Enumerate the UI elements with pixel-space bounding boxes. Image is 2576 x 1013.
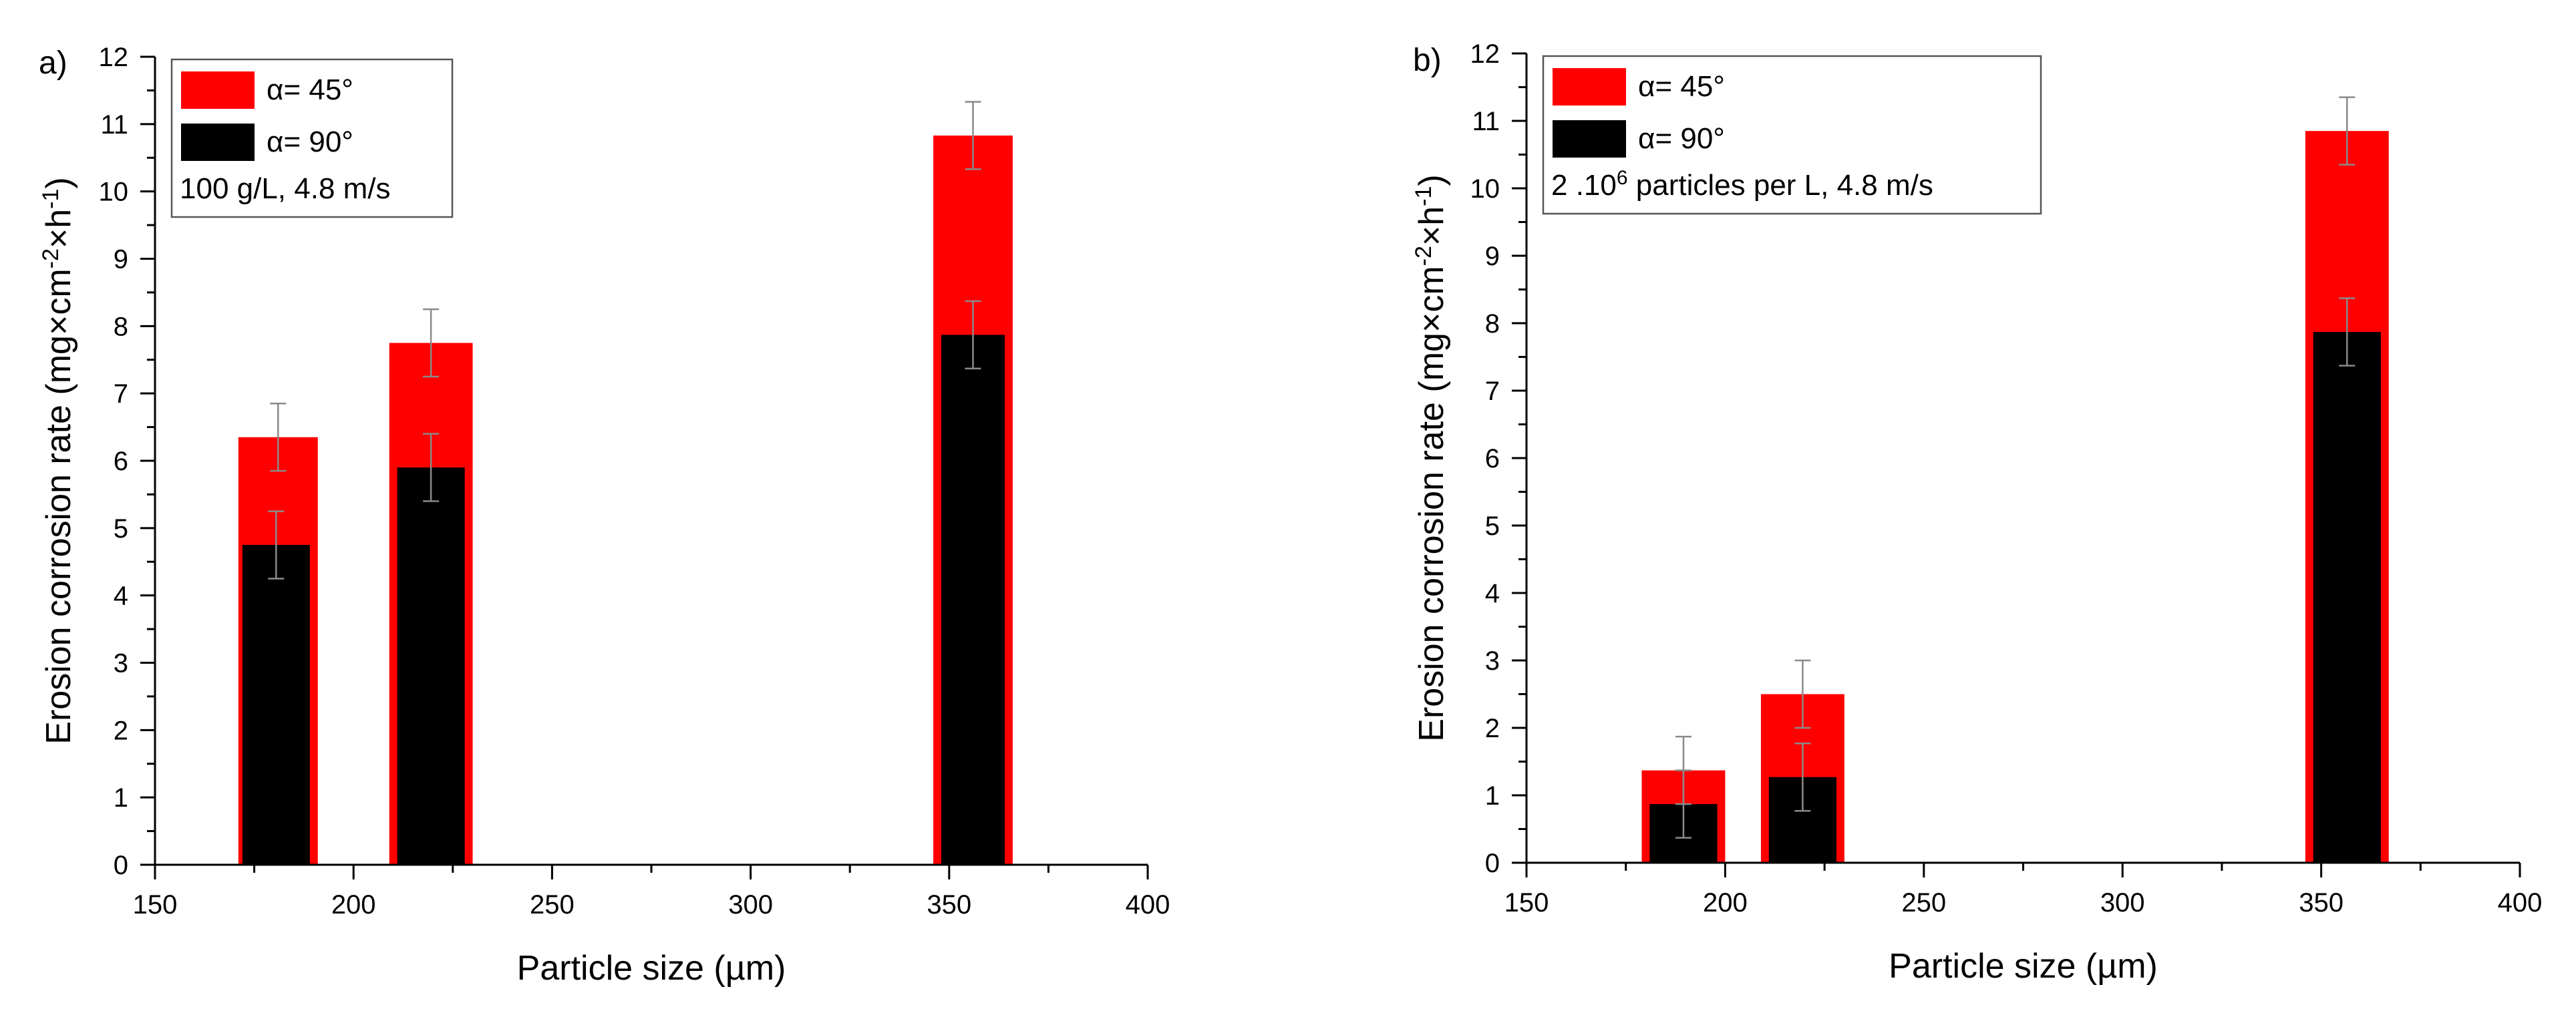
error-bar-series0-2 [2339, 96, 2356, 166]
y-tick-label: 10 [1470, 174, 1500, 204]
y-tick-label: 5 [114, 514, 128, 544]
legend-annotation: 2 .106 particles per L, 4.8 m/s [1551, 167, 1933, 202]
x-axis-title: Particle size (µm) [517, 949, 786, 988]
annotation-text-tail: particles per L, 4.8 m/s [1628, 169, 1933, 202]
y-axis-title-superscript: -2 [1411, 246, 1436, 266]
y-tick-label: 3 [114, 649, 128, 678]
bar-series1-1 [397, 467, 465, 865]
x-axis-title: Particle size (µm) [1889, 947, 2158, 986]
panel-a: 150 200 250 300 350 4000123456789101112a)Part… [38, 43, 1170, 988]
y-tick-label: 2 [114, 716, 128, 745]
y-tick-label: 12 [99, 43, 129, 72]
y-tick-label: 6 [114, 447, 128, 476]
x-tick-label: 150 [1504, 888, 1549, 918]
y-tick-label: 10 [99, 178, 129, 207]
x-tick-label: 400 [2498, 888, 2543, 918]
error-bar-series1-2 [965, 300, 981, 370]
y-tick-label: 7 [1485, 377, 1500, 406]
error-bar-series0-1 [423, 308, 440, 378]
y-tick-label: 1 [114, 783, 128, 813]
y-axis-title-part: ×h [1412, 206, 1451, 246]
legend-label-1: α= 90° [1638, 122, 1725, 155]
y-axis-title-superscript: -2 [38, 248, 63, 268]
bar-series1-0 [242, 545, 310, 865]
y-tick-label: 0 [114, 851, 128, 880]
y-axis-title-part: ) [39, 177, 78, 188]
x-tick-label: 250 [1901, 888, 1946, 918]
y-tick-label: 2 [1485, 714, 1500, 743]
y-tick-label: 8 [114, 312, 128, 341]
y-tick-label: 4 [114, 582, 128, 611]
y-tick-label: 12 [1470, 39, 1500, 69]
legend-swatch-1 [181, 124, 255, 161]
x-tick-label: 400 [1126, 890, 1170, 920]
y-tick-label: 1 [1485, 781, 1500, 811]
legend-label-0: α= 45° [267, 73, 353, 106]
y-tick-label: 9 [114, 245, 128, 274]
y-axis-title-superscript: -1 [38, 189, 63, 209]
x-tick-label: 150 [133, 890, 178, 920]
error-bar-series1-1 [1794, 742, 1811, 812]
error-bar-series1-2 [2339, 297, 2356, 367]
y-tick-label: 3 [1485, 646, 1500, 676]
y-tick-label: 0 [1485, 849, 1500, 878]
error-bar-series0-0 [270, 403, 287, 472]
bar-series1-2 [941, 335, 1005, 865]
panel-label: a) [39, 45, 67, 81]
error-bar-series1-0 [1675, 769, 1692, 839]
error-bar-series1-0 [268, 510, 285, 580]
error-bar-series1-1 [423, 433, 440, 502]
legend: α= 45° α= 90° 2 .106 particles per L, 4.8 … [1542, 55, 2042, 215]
y-tick-label: 8 [1485, 309, 1500, 339]
y-axis-title-part: Erosion corrosion rate (mg×cm [39, 268, 78, 744]
y-axis-title-superscript: -1 [1411, 186, 1436, 206]
bar-series1-2 [2313, 332, 2381, 863]
legend-swatch-1 [1553, 120, 1626, 158]
annotation-text: 100 g/L, 4.8 m/s [180, 172, 391, 205]
annotation-text: 2 .10 [1551, 169, 1617, 202]
y-axis-title-part: Erosion corrosion rate (mg×cm [1412, 266, 1451, 741]
annotation-superscript: 6 [1617, 167, 1628, 189]
legend-swatch-0 [181, 71, 255, 109]
y-axis-title-part: ×h [39, 209, 78, 248]
y-tick-label: 7 [114, 379, 128, 409]
y-tick-label: 11 [1472, 107, 1500, 136]
x-tick-label: 300 [2100, 888, 2145, 918]
legend-frame [1542, 55, 2042, 215]
x-tick-label: 200 [331, 890, 376, 920]
legend-label-1: α= 90° [267, 126, 353, 158]
legend-label-0: α= 45° [1638, 70, 1725, 103]
x-tick-label: 300 [728, 890, 773, 920]
y-tick-label: 11 [100, 110, 128, 140]
legend-swatch-0 [1553, 68, 1626, 106]
error-bar-series0-1 [1794, 659, 1811, 729]
x-tick-label: 350 [2299, 888, 2344, 918]
y-axis-title: Erosion corrosion rate (mg×cm-2×h-1) [38, 177, 78, 744]
y-axis-title-part: ) [1412, 174, 1451, 186]
error-bar-series0-2 [965, 101, 981, 170]
y-axis-title: Erosion corrosion rate (mg×cm-2×h-1) [1411, 174, 1451, 741]
x-tick-label: 250 [530, 890, 575, 920]
y-tick-label: 6 [1485, 444, 1500, 473]
legend-annotation: 100 g/L, 4.8 m/s [180, 172, 391, 205]
y-tick-label: 4 [1485, 579, 1500, 608]
x-tick-label: 350 [927, 890, 971, 920]
panel-b: 150 200 250 300 350 4000123456789101112b)Part… [1411, 39, 2542, 986]
y-tick-label: 9 [1485, 242, 1500, 271]
y-tick-label: 5 [1485, 512, 1500, 541]
legend: α= 45° α= 90° 100 g/L, 4.8 m/s [170, 58, 454, 218]
panel-label: b) [1413, 43, 1442, 78]
x-tick-label: 200 [1703, 888, 1748, 918]
